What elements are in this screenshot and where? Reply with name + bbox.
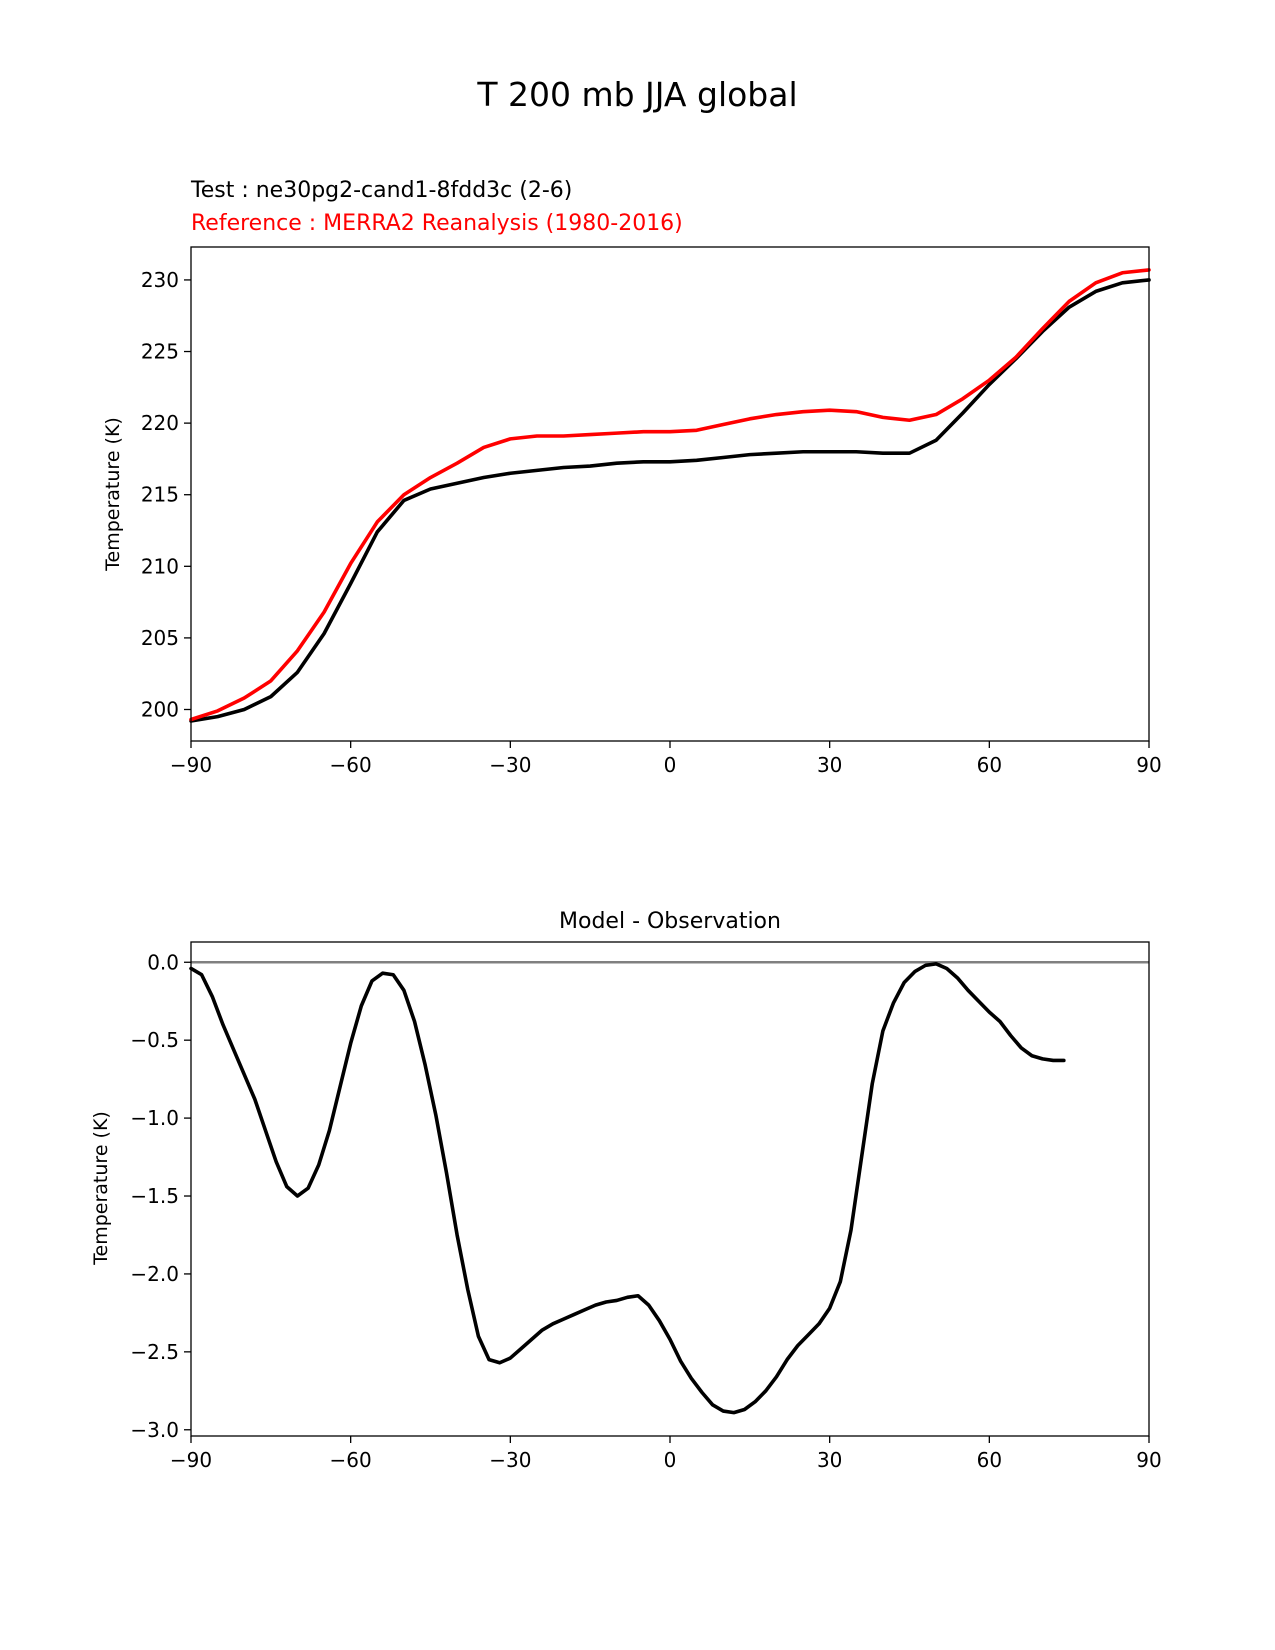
top-y-axis-label: Temperature (K): [102, 417, 124, 572]
top-y-tick-label: 225: [141, 340, 179, 364]
top-x-tick-label: 30: [817, 753, 842, 777]
bottom-y-tick-label: −0.5: [130, 1028, 179, 1052]
bottom-y-tick-label: 0.0: [147, 950, 179, 974]
top-axes-frame: [190, 246, 1150, 742]
bottom-y-axis-label: Temperature (K): [90, 1111, 112, 1266]
bottom-x-tick-label: −90: [170, 1448, 212, 1472]
top-x-tick-label: −90: [170, 753, 212, 777]
top-x-tick-label: 90: [1136, 753, 1161, 777]
test-label: Test : ne30pg2-cand1-8fdd3c (2-6): [190, 178, 572, 203]
bottom-x-tick-label: 60: [977, 1448, 1002, 1472]
top-y-tick-label: 205: [141, 626, 179, 650]
bottom-x-tick-label: 90: [1136, 1448, 1161, 1472]
top-x-tick-label: −60: [330, 753, 372, 777]
top-y-tick-label: 210: [141, 554, 179, 578]
bottom-y-tick-label: −2.0: [130, 1262, 179, 1286]
bottom-chart: Model - Observation Temperature (K) −90−…: [90, 909, 1162, 1472]
top-y-tick-label: 200: [141, 697, 179, 721]
bottom-axes-frame: [190, 941, 1150, 1437]
bottom-y-tick-label: −3.0: [130, 1418, 179, 1442]
top-y-tick-label: 230: [141, 268, 179, 292]
bottom-y-tick-label: −1.0: [130, 1106, 179, 1130]
top-x-tick-label: −30: [489, 753, 531, 777]
figure-title: T 200 mb JJA global: [476, 75, 797, 114]
reference-label: Reference : MERRA2 Reanalysis (1980-2016…: [191, 211, 683, 236]
bottom-plot-area: −90 −60 −30 0 30 60 90 0.0 −0.5 −1.0 −1.5 −2.0 −2.5 −…: [130, 950, 1161, 1472]
bottom-chart-title: Model - Observation: [559, 909, 781, 934]
top-series-test: [189, 278, 1151, 723]
bottom-y-tick-label: −1.5: [130, 1184, 179, 1208]
top-y-tick-label: 215: [141, 483, 179, 507]
bottom-y-tick-label: −2.5: [130, 1340, 179, 1364]
bottom-x-tick-label: 0: [664, 1448, 677, 1472]
top-chart: Test : ne30pg2-cand1-8fdd3c (2-6) Refere…: [102, 178, 1162, 777]
bottom-x-tick-label: −60: [330, 1448, 372, 1472]
top-plot-area: −90 −60 −30 0 30 60 90 200 205 210 215 220 225 230: [141, 268, 1162, 777]
top-y-tick-label: 220: [141, 411, 179, 435]
bottom-x-tick-label: −30: [489, 1448, 531, 1472]
top-x-tick-label: 60: [977, 753, 1002, 777]
bottom-series-model-observation: [189, 962, 1066, 1415]
bottom-x-tick-label: 30: [817, 1448, 842, 1472]
top-x-tick-label: 0: [664, 753, 677, 777]
top-series-reference: [189, 268, 1151, 722]
